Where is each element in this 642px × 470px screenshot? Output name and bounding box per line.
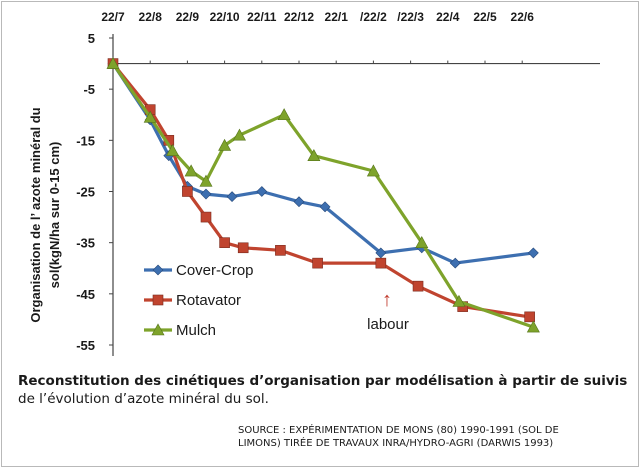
data-point-mulch	[366, 164, 380, 177]
series-cover-crop	[107, 58, 539, 269]
legend-swatch-marker	[151, 323, 165, 336]
data-point-rotavator	[312, 257, 323, 269]
x-tick-label: 22/12	[284, 10, 314, 24]
source-line-2: LIMONS) TIRÉE DE TRAVAUX INRA/HYDRO-AGRI…	[238, 438, 554, 449]
legend-item-rotavator: Rotavator	[144, 292, 241, 309]
series-rotavator	[107, 58, 535, 323]
data-point-mulch	[218, 138, 232, 151]
x-tick-label: 22/7	[101, 10, 125, 24]
data-point-rotavator	[524, 311, 535, 323]
data-point-cover-crop	[226, 191, 238, 203]
data-point-mulch	[452, 294, 466, 307]
x-tick-label: /22/2	[360, 10, 387, 24]
data-point-mulch	[307, 149, 321, 161]
axes	[109, 34, 600, 356]
data-point-cover-crop	[256, 186, 268, 197]
y-axis-label-line-2: sol(kgN/ha sur 0-15 cm)	[47, 142, 62, 289]
data-point-rotavator	[375, 257, 387, 269]
legend-swatch-marker	[152, 264, 164, 276]
data-point-mulch	[526, 320, 540, 333]
data-point-cover-crop	[527, 247, 539, 259]
data-point-mulch	[277, 108, 291, 121]
caption-line-1: Reconstitution des cinétiques d’organisa…	[18, 373, 628, 389]
labour-annotation: ↑ labour	[367, 289, 409, 333]
legend-swatch-marker	[152, 294, 164, 306]
data-point-mulch	[143, 110, 157, 123]
legend: Cover-Crop Rotavator Mulch	[144, 262, 254, 339]
y-tick-label: 5	[88, 31, 95, 46]
data-point-cover-crop	[293, 196, 305, 208]
y-tick-label: -35	[76, 236, 95, 251]
data-point-rotavator	[275, 245, 286, 256]
data-point-mulch	[106, 56, 120, 69]
x-tick-label: 22/10	[210, 10, 240, 24]
figure-caption: Reconstitution des cinétiques d’organisa…	[18, 372, 628, 408]
data-point-rotavator	[200, 211, 212, 223]
y-tick-label: -5	[83, 82, 95, 97]
legend-label: Mulch	[176, 322, 216, 339]
data-point-cover-crop	[449, 257, 461, 269]
data-point-cover-crop	[319, 201, 331, 213]
data-point-rotavator	[182, 186, 193, 197]
data-point-mulch	[199, 174, 213, 187]
data-point-rotavator	[237, 242, 249, 254]
data-point-mulch	[166, 143, 180, 156]
source-note: SOURCE : EXPÉRIMENTATION DE MONS (80) 19…	[238, 424, 618, 450]
data-point-cover-crop	[200, 188, 212, 200]
x-tick-label: 22/11	[247, 10, 277, 24]
x-tick-label: /22/3	[397, 10, 424, 24]
legend-label: Cover-Crop	[176, 262, 254, 279]
caption-line-2: de l’évolution d’azote minéral du sol.	[18, 391, 269, 407]
labour-label: labour	[367, 316, 409, 333]
x-tick-label: 22/5	[473, 10, 497, 24]
y-axis-label-line-1: Organisation de l’ azote minéral du	[28, 107, 43, 322]
data-point-mulch	[232, 128, 246, 141]
y-tick-label: -55	[76, 338, 95, 353]
y-axis-label: Organisation de l’ azote minéral du sol(…	[28, 107, 62, 322]
source-line-1: SOURCE : EXPÉRIMENTATION DE MONS (80) 19…	[238, 425, 559, 436]
data-point-mulch	[415, 236, 429, 248]
y-tick-labels: 5 -5 -15 -25 -35 -45 -55	[76, 31, 95, 353]
series-layer	[106, 56, 540, 333]
legend-label: Rotavator	[176, 292, 241, 309]
data-point-mulch	[184, 164, 198, 177]
data-point-rotavator	[219, 237, 230, 248]
legend-item-mulch: Mulch	[144, 322, 216, 339]
x-tick-label: 22/4	[436, 10, 460, 24]
y-tick-label: -15	[76, 133, 95, 148]
x-tick-label: 22/9	[176, 10, 200, 24]
x-tick-label: 22/1	[325, 10, 349, 24]
y-tick-label: -45	[76, 287, 95, 302]
x-tick-label: 22/8	[139, 10, 163, 24]
data-point-rotavator	[412, 280, 424, 292]
series-line-mulch	[111, 62, 534, 329]
legend-item-cover-crop: Cover-Crop	[144, 262, 254, 279]
x-tick-label: 22/6	[511, 10, 535, 24]
series-mulch	[106, 56, 540, 333]
y-tick-label: -25	[76, 185, 95, 200]
labour-arrow: ↑	[382, 289, 392, 311]
x-tick-labels: 22/7 22/8 22/9 22/10 22/11 22/12 22/1/22/2/22/…	[101, 10, 534, 24]
